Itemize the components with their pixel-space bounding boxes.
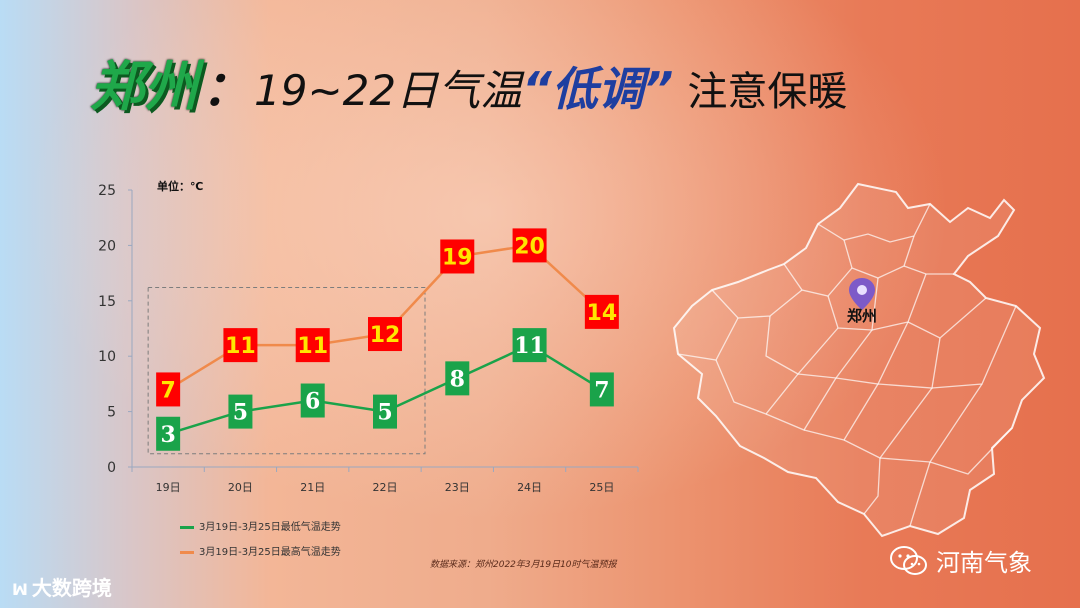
legend-item-high: 3月19日-3月25日最高气温走势 bbox=[180, 543, 341, 558]
watermark-text: 大数跨境 bbox=[32, 576, 112, 600]
data-label-high: 20 bbox=[514, 234, 545, 259]
data-label-high: 19 bbox=[442, 245, 473, 270]
legend-swatch-high bbox=[180, 551, 194, 554]
legend-swatch-low bbox=[180, 526, 194, 529]
data-label-high: 11 bbox=[297, 334, 328, 359]
data-label-low: 5 bbox=[233, 400, 248, 426]
watermark-logo-icon: ꟽ bbox=[12, 580, 28, 599]
henan-map: 郑州 bbox=[668, 178, 1048, 548]
y-tick-label: 5 bbox=[107, 405, 116, 421]
legend-label-low: 3月19日-3月25日最低气温走势 bbox=[199, 522, 341, 533]
data-label-low: 3 bbox=[160, 422, 175, 448]
x-tick-label: 25日 bbox=[589, 481, 614, 494]
data-label-low: 7 bbox=[594, 377, 609, 403]
data-label-high: 11 bbox=[225, 334, 256, 359]
x-tick-label: 19日 bbox=[156, 481, 181, 494]
data-label-high: 12 bbox=[370, 323, 401, 348]
x-tick-label: 22日 bbox=[373, 481, 398, 494]
y-tick-label: 20 bbox=[98, 238, 116, 254]
legend-label-high: 3月19日-3月25日最高气温走势 bbox=[199, 547, 341, 558]
data-label-low: 8 bbox=[450, 366, 465, 392]
x-tick-label: 20日 bbox=[228, 481, 253, 494]
data-source-note: 数据来源：郑州2022年3月19日10时气温预报 bbox=[430, 557, 617, 570]
data-label-low: 5 bbox=[377, 400, 392, 426]
data-label-high: 14 bbox=[587, 301, 618, 326]
map-city-label: 郑州 bbox=[847, 307, 877, 325]
x-tick-label: 23日 bbox=[445, 481, 470, 494]
y-tick-label: 0 bbox=[107, 460, 116, 476]
wechat-name: 河南气象 bbox=[936, 543, 1032, 578]
highlight-box bbox=[148, 288, 425, 454]
data-label-high: 7 bbox=[160, 378, 175, 403]
wechat-icon bbox=[890, 545, 928, 577]
data-label-low: 6 bbox=[305, 389, 320, 415]
x-tick-label: 24日 bbox=[517, 481, 542, 494]
y-tick-label: 15 bbox=[98, 294, 116, 310]
y-tick-label: 10 bbox=[98, 349, 116, 365]
data-label-low: 11 bbox=[514, 333, 545, 359]
wechat-account: 河南气象 bbox=[890, 543, 1032, 578]
x-tick-label: 21日 bbox=[300, 481, 325, 494]
y-tick-label: 25 bbox=[98, 183, 116, 199]
watermark: ꟽ 大数跨境 bbox=[12, 572, 112, 601]
legend-item-low: 3月19日-3月25日最低气温走势 bbox=[180, 518, 341, 533]
